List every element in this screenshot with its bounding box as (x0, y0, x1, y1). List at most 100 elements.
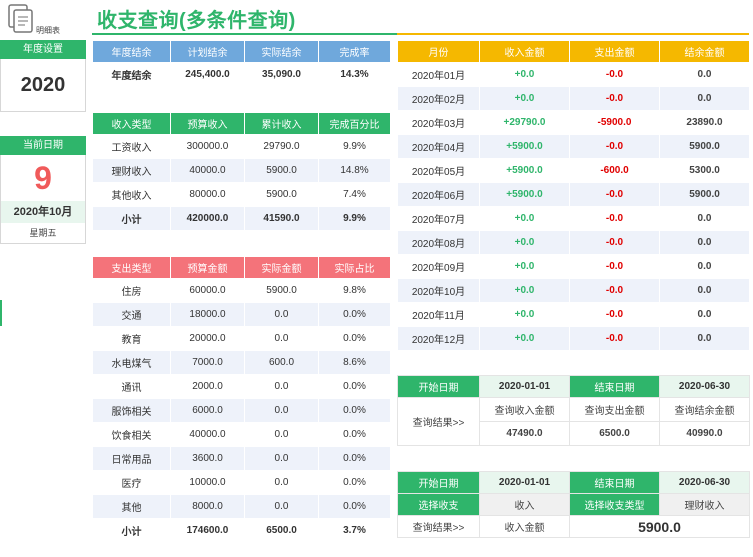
monthly-cell: 0.0 (659, 62, 750, 87)
year-value-cell[interactable]: 2020 (20, 74, 66, 96)
monthly-cell: 5900.0 (659, 134, 750, 159)
query1-end-input[interactable]: 2020-06-30 (659, 375, 750, 398)
query1-start-input[interactable]: 2020-01-01 (479, 375, 570, 398)
income-row[interactable]: 其他收入 80000.0 5900.0 7.4% (92, 182, 391, 207)
monthly-cell: -0.0 (569, 326, 660, 351)
income-row[interactable]: 理财收入 40000.0 5900.0 14.8% (92, 158, 391, 183)
monthly-cell: -0.0 (569, 62, 660, 87)
monthly-cell: 2020年08月 (397, 230, 480, 255)
expense-cell: 7000.0 (170, 350, 245, 375)
monthly-cell: 0.0 (659, 278, 750, 303)
expense-cell: 医疗 (92, 470, 171, 495)
income-cell: 14.8% (318, 158, 391, 183)
expense-cell: 0.0 (244, 422, 319, 447)
monthly-row[interactable]: 2020年02月 +0.0 -0.0 0.0 (397, 86, 750, 111)
expense-row[interactable]: 其他 8000.0 0.0 0.0% (92, 494, 391, 519)
expense-cell: 40000.0 (170, 422, 245, 447)
left-panel: 年度设置 2020 当前日期 9 2020年10月 星期五 (0, 40, 86, 244)
monthly-cell: -0.0 (569, 182, 660, 207)
monthly-row[interactable]: 2020年09月 +0.0 -0.0 0.0 (397, 254, 750, 279)
monthly-cell: -0.0 (569, 206, 660, 231)
expense-cell: 10000.0 (170, 470, 245, 495)
query2-type-label: 选择收支类型 (569, 493, 660, 516)
monthly-cell: 5900.0 (659, 182, 750, 207)
date-range-query-table: 开始日期 2020-01-01 结束日期 2020-06-30 查询结果>> 查… (397, 375, 750, 446)
expense-cell: 0.0 (244, 398, 319, 423)
query1-end-label: 结束日期 (569, 375, 660, 398)
monthly-cell: -0.0 (569, 230, 660, 255)
income-header-cell: 完成百分比 (318, 112, 391, 135)
expense-cell: 0.0% (318, 374, 391, 399)
income-total-cell: 420000.0 (170, 206, 245, 231)
expense-cell: 其他 (92, 494, 171, 519)
left-spacer (0, 112, 86, 136)
expense-row[interactable]: 饮食相关 40000.0 0.0 0.0% (92, 422, 391, 447)
query2-select-dropdown[interactable]: 收入 (479, 493, 570, 516)
expense-row[interactable]: 教育 20000.0 0.0 0.0% (92, 326, 391, 351)
monthly-cell: 0.0 (659, 302, 750, 327)
income-cell: 7.4% (318, 182, 391, 207)
expense-header-cell: 预算金额 (170, 256, 245, 279)
weekday-value: 星期五 (29, 228, 57, 238)
document-icon[interactable] (8, 4, 34, 34)
expense-cell: 3600.0 (170, 446, 245, 471)
income-cell: 理财收入 (92, 158, 171, 183)
monthly-row[interactable]: 2020年06月 +5900.0 -0.0 5900.0 (397, 182, 750, 207)
monthly-cell: 2020年10月 (397, 278, 480, 303)
expense-cell: 0.0 (244, 374, 319, 399)
annual-cell: 35,090.0 (244, 62, 319, 87)
expense-cell: 20000.0 (170, 326, 245, 351)
annual-header-cell: 年度结余 (92, 40, 171, 63)
detail-link[interactable]: 明细表 (36, 26, 60, 35)
expense-row[interactable]: 交通 18000.0 0.0 0.0% (92, 302, 391, 327)
income-header-cell: 预算收入 (170, 112, 245, 135)
monthly-header-cell: 月份 (397, 40, 480, 63)
monthly-row[interactable]: 2020年05月 +5900.0 -600.0 5300.0 (397, 158, 750, 183)
expense-total-cell: 小计 (92, 518, 171, 543)
query2-type-dropdown[interactable]: 理财收入 (659, 493, 750, 516)
expense-row[interactable]: 住房 60000.0 5900.0 9.8% (92, 278, 391, 303)
income-cell: 5900.0 (244, 182, 319, 207)
expense-cell: 5900.0 (244, 278, 319, 303)
monthly-cell: -0.0 (569, 278, 660, 303)
annual-row[interactable]: 年度结余 245,400.0 35,090.0 14.3% (92, 62, 391, 87)
monthly-row[interactable]: 2020年07月 +0.0 -0.0 0.0 (397, 206, 750, 231)
income-cell: 29790.0 (244, 134, 319, 159)
expense-row[interactable]: 日常用品 3600.0 0.0 0.0% (92, 446, 391, 471)
expense-cell: 教育 (92, 326, 171, 351)
expense-cell: 18000.0 (170, 302, 245, 327)
annual-header-cell: 完成率 (318, 40, 391, 63)
monthly-cell: -0.0 (569, 302, 660, 327)
expense-row[interactable]: 水电煤气 7000.0 600.0 8.6% (92, 350, 391, 375)
expense-row[interactable]: 通讯 2000.0 0.0 0.0% (92, 374, 391, 399)
expense-row[interactable]: 服饰相关 6000.0 0.0 0.0% (92, 398, 391, 423)
monthly-cell: 2020年01月 (397, 62, 480, 87)
monthly-cell: 2020年07月 (397, 206, 480, 231)
monthly-row[interactable]: 2020年12月 +0.0 -0.0 0.0 (397, 326, 750, 351)
query1-start-label: 开始日期 (397, 375, 480, 398)
monthly-row[interactable]: 2020年04月 +5900.0 -0.0 5900.0 (397, 134, 750, 159)
monthly-row[interactable]: 2020年10月 +0.0 -0.0 0.0 (397, 278, 750, 303)
query1-income-value: 47490.0 (479, 421, 570, 446)
expense-cell: 住房 (92, 278, 171, 303)
monthly-row[interactable]: 2020年03月 +29790.0 -5900.0 23890.0 (397, 110, 750, 135)
monthly-cell: -0.0 (569, 134, 660, 159)
expense-row[interactable]: 医疗 10000.0 0.0 0.0% (92, 470, 391, 495)
query1-balance-value: 40990.0 (659, 421, 750, 446)
expense-total-cell: 174600.0 (170, 518, 245, 543)
monthly-cell: +0.0 (479, 206, 570, 231)
monthly-cell: 2020年12月 (397, 326, 480, 351)
query2-start-label: 开始日期 (397, 471, 480, 494)
query2-start-input[interactable]: 2020-01-01 (479, 471, 570, 494)
income-cell: 其他收入 (92, 182, 171, 207)
income-row[interactable]: 工资收入 300000.0 29790.0 9.9% (92, 134, 391, 159)
expense-cell: 0.0 (244, 302, 319, 327)
monthly-row[interactable]: 2020年01月 +0.0 -0.0 0.0 (397, 62, 750, 87)
page-title: 收支查询(多条件查询) (97, 10, 296, 32)
monthly-cell: 0.0 (659, 254, 750, 279)
query2-end-input[interactable]: 2020-06-30 (659, 471, 750, 494)
expense-cell: 水电煤气 (92, 350, 171, 375)
income-cell: 80000.0 (170, 182, 245, 207)
monthly-row[interactable]: 2020年11月 +0.0 -0.0 0.0 (397, 302, 750, 327)
monthly-row[interactable]: 2020年08月 +0.0 -0.0 0.0 (397, 230, 750, 255)
